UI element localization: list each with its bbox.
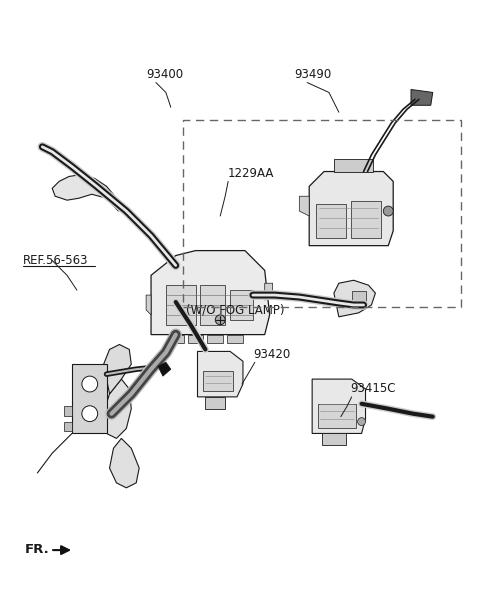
- Text: 93415C: 93415C: [351, 382, 396, 396]
- Polygon shape: [64, 421, 72, 432]
- Polygon shape: [230, 290, 253, 320]
- Polygon shape: [411, 89, 433, 106]
- Circle shape: [82, 376, 97, 392]
- Polygon shape: [334, 280, 375, 317]
- Polygon shape: [104, 344, 131, 394]
- Polygon shape: [109, 438, 139, 488]
- Text: 93420: 93420: [253, 348, 290, 361]
- Polygon shape: [318, 404, 356, 428]
- Polygon shape: [316, 204, 346, 238]
- Polygon shape: [312, 379, 366, 434]
- Polygon shape: [264, 283, 273, 300]
- Circle shape: [216, 315, 225, 325]
- Polygon shape: [201, 285, 225, 325]
- Polygon shape: [205, 397, 225, 409]
- Polygon shape: [158, 362, 171, 376]
- Polygon shape: [309, 171, 393, 245]
- Circle shape: [82, 406, 97, 421]
- Polygon shape: [300, 196, 309, 216]
- Polygon shape: [166, 285, 195, 325]
- Text: 1229AA: 1229AA: [228, 167, 275, 180]
- Text: 93490: 93490: [294, 68, 332, 81]
- Polygon shape: [72, 364, 107, 434]
- Polygon shape: [351, 201, 381, 238]
- Polygon shape: [197, 352, 243, 397]
- Polygon shape: [227, 335, 243, 343]
- Polygon shape: [352, 291, 366, 303]
- Polygon shape: [151, 251, 270, 335]
- Polygon shape: [204, 371, 233, 391]
- Text: 93400: 93400: [146, 68, 183, 81]
- Polygon shape: [207, 335, 223, 343]
- Text: REF.56-563: REF.56-563: [23, 254, 88, 267]
- Bar: [183, 120, 461, 308]
- Polygon shape: [334, 159, 373, 171]
- Circle shape: [384, 206, 393, 216]
- Text: (W/O FOG LAMP): (W/O FOG LAMP): [186, 303, 284, 317]
- Polygon shape: [146, 295, 151, 315]
- Polygon shape: [52, 174, 121, 211]
- Polygon shape: [102, 379, 131, 438]
- Circle shape: [358, 418, 366, 426]
- Polygon shape: [188, 335, 204, 343]
- Polygon shape: [322, 434, 346, 446]
- Polygon shape: [64, 406, 72, 415]
- Text: FR.: FR.: [24, 543, 49, 555]
- Polygon shape: [168, 335, 184, 343]
